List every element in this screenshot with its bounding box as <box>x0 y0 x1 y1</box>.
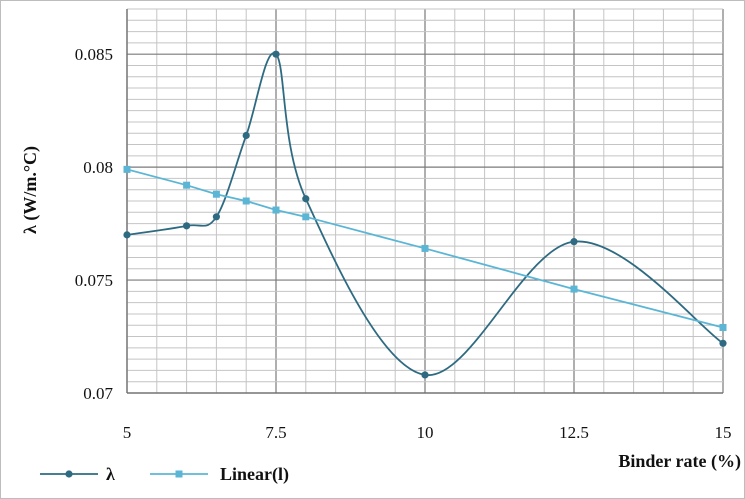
data-point-lambda <box>123 231 131 239</box>
data-point-linear <box>242 197 250 205</box>
data-point-linear <box>302 213 310 221</box>
data-point-lambda <box>242 131 250 140</box>
data-point-linear <box>212 190 220 198</box>
data-point-linear <box>123 165 131 173</box>
data-point-lambda <box>272 50 280 58</box>
data-point-linear <box>719 323 727 331</box>
y-tick-label: 0.08 <box>83 158 113 177</box>
axes: 5 7.5 10 12.5 15 0.07 0.075 0.08 0.085 <box>75 9 732 442</box>
legend-marker-lambda <box>65 470 73 478</box>
data-point-lambda <box>719 339 727 347</box>
data-point-linear <box>272 206 280 214</box>
x-tick-label: 5 <box>123 423 132 442</box>
legend-label-linear: Linear(l) <box>220 464 289 485</box>
x-tick-label: 12.5 <box>559 423 589 442</box>
data-point-lambda <box>212 213 220 221</box>
y-tick-label: 0.07 <box>83 384 113 403</box>
grid <box>126 8 724 394</box>
labels: λ (W/m.°C) Binder rate (%) <box>20 146 741 472</box>
data-point-lambda <box>570 238 578 246</box>
y-axis-title: λ (W/m.°C) <box>20 146 41 234</box>
data-point-lambda <box>183 222 191 230</box>
legend-label-lambda: λ <box>106 464 115 484</box>
y-tick-label: 0.075 <box>75 271 113 290</box>
data-point-linear <box>570 285 578 293</box>
series-layer <box>123 50 727 379</box>
x-tick-label: 15 <box>715 423 732 442</box>
x-axis-title: Binder rate (%) <box>618 451 741 472</box>
legend: λ Linear(l) <box>40 464 289 485</box>
x-tick-label: 10 <box>417 423 434 442</box>
data-point-linear <box>183 181 191 189</box>
y-tick-label: 0.085 <box>75 45 113 64</box>
data-point-linear <box>421 244 429 252</box>
data-point-lambda <box>302 195 310 203</box>
data-point-lambda <box>421 371 429 379</box>
legend-marker-linear <box>175 470 183 478</box>
x-tick-label: 7.5 <box>265 423 286 442</box>
